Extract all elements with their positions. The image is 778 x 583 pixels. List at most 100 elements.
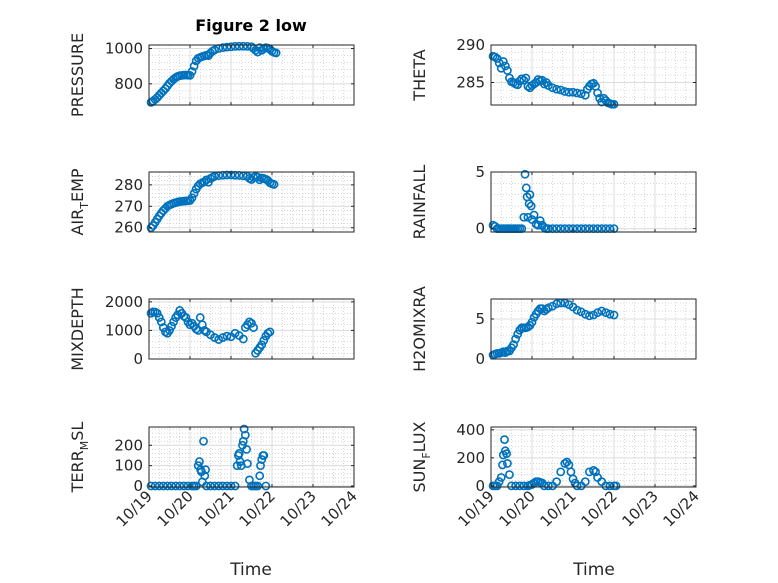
y-tick-label: 0 bbox=[475, 477, 485, 495]
y-axis-label: TERRMSL bbox=[68, 422, 91, 494]
data-point bbox=[511, 334, 520, 344]
data-point bbox=[520, 169, 530, 179]
data-point bbox=[195, 457, 204, 466]
y-tick-label: 1000 bbox=[105, 321, 143, 339]
data-point bbox=[226, 170, 236, 180]
data-point bbox=[544, 303, 553, 313]
axes-box bbox=[148, 171, 355, 233]
data-point bbox=[509, 340, 518, 349]
data-point bbox=[519, 212, 529, 222]
data-point bbox=[593, 308, 602, 317]
data-point bbox=[593, 88, 602, 98]
data-point bbox=[167, 481, 176, 491]
data-point bbox=[576, 89, 586, 99]
data-point bbox=[507, 481, 516, 491]
axes-box bbox=[148, 44, 355, 106]
data-point bbox=[146, 223, 156, 233]
x-axis-label-right: Time bbox=[572, 560, 615, 580]
y-axis-label-subscript: F bbox=[420, 452, 433, 458]
y-tick-label: 0 bbox=[475, 220, 485, 238]
y-axis-label-main: H2OMIXRA bbox=[410, 286, 429, 372]
data-point bbox=[226, 42, 236, 52]
y-tick-label: 800 bbox=[114, 75, 143, 93]
y-axis-label: PRESSURE bbox=[68, 33, 87, 117]
data-point bbox=[218, 333, 228, 342]
data-point bbox=[585, 311, 594, 321]
data-point bbox=[222, 481, 232, 491]
data-point bbox=[601, 481, 611, 491]
data-point bbox=[568, 87, 578, 97]
y-axis-label-rest: LUX bbox=[410, 421, 429, 452]
data-point bbox=[255, 471, 265, 481]
data-point bbox=[524, 199, 534, 209]
data-point bbox=[261, 481, 271, 491]
data-point bbox=[597, 306, 607, 316]
data-point bbox=[187, 193, 197, 203]
data-point bbox=[572, 305, 582, 315]
data-point bbox=[494, 477, 504, 487]
y-tick-label: 280 bbox=[114, 176, 143, 194]
data-point bbox=[259, 336, 269, 345]
data-point bbox=[544, 481, 553, 491]
data-point bbox=[519, 481, 529, 491]
y-axis-label-subscript: T bbox=[78, 202, 91, 210]
data-point bbox=[169, 317, 178, 327]
data-point bbox=[568, 474, 578, 484]
data-point bbox=[210, 333, 219, 342]
data-point bbox=[255, 175, 265, 185]
data-point bbox=[498, 460, 507, 470]
y-axis-label: THETA bbox=[410, 49, 429, 101]
data-point bbox=[199, 436, 208, 446]
data-point bbox=[222, 42, 232, 52]
data-point bbox=[496, 473, 506, 482]
y-axis-label-rest: EMP bbox=[68, 168, 87, 202]
data-point bbox=[242, 459, 252, 469]
data-point bbox=[564, 87, 574, 97]
y-axis-label-main: MIXDEPTH bbox=[68, 287, 87, 370]
y-tick-label: 5 bbox=[475, 310, 485, 328]
data-point bbox=[269, 180, 279, 189]
axes-box bbox=[148, 426, 355, 488]
data-point bbox=[533, 75, 543, 84]
data-point bbox=[189, 61, 199, 71]
data-point bbox=[525, 190, 535, 200]
data-point bbox=[218, 481, 228, 491]
data-point bbox=[187, 67, 197, 76]
data-point bbox=[222, 331, 232, 341]
data-point bbox=[175, 481, 185, 491]
data-point bbox=[601, 308, 611, 317]
data-point bbox=[249, 323, 258, 332]
data-point bbox=[167, 321, 176, 331]
data-point bbox=[611, 481, 621, 491]
y-axis-label-main: AIR bbox=[68, 209, 87, 236]
data-point bbox=[234, 449, 244, 458]
y-tick-label: 270 bbox=[114, 197, 143, 215]
subplot-1: 800 1000 PRESSURE bbox=[68, 33, 355, 117]
data-point bbox=[193, 326, 203, 335]
data-point bbox=[189, 189, 199, 198]
data-point bbox=[152, 308, 162, 318]
data-point bbox=[158, 481, 168, 491]
data-point bbox=[498, 57, 508, 66]
data-point bbox=[238, 334, 248, 344]
data-point bbox=[214, 481, 224, 491]
data-point bbox=[580, 477, 590, 487]
data-point bbox=[552, 84, 561, 94]
data-point bbox=[234, 41, 244, 51]
data-point bbox=[206, 481, 215, 491]
y-axis-label-rest: SL bbox=[68, 422, 87, 441]
data-point bbox=[556, 85, 566, 95]
y-axis-label: RAINFALL bbox=[410, 165, 429, 240]
data-point bbox=[529, 210, 539, 220]
data-point bbox=[500, 435, 509, 445]
data-point bbox=[526, 201, 536, 211]
data-point bbox=[226, 481, 236, 491]
data-point bbox=[171, 481, 181, 491]
subplot-2: 285 290 THETA bbox=[410, 36, 697, 109]
data-point bbox=[580, 309, 590, 319]
data-point bbox=[548, 83, 557, 93]
y-axis-label: H2OMIXRA bbox=[410, 286, 429, 372]
data-point bbox=[146, 481, 156, 491]
y-axis-label-subscript: M bbox=[78, 441, 91, 451]
